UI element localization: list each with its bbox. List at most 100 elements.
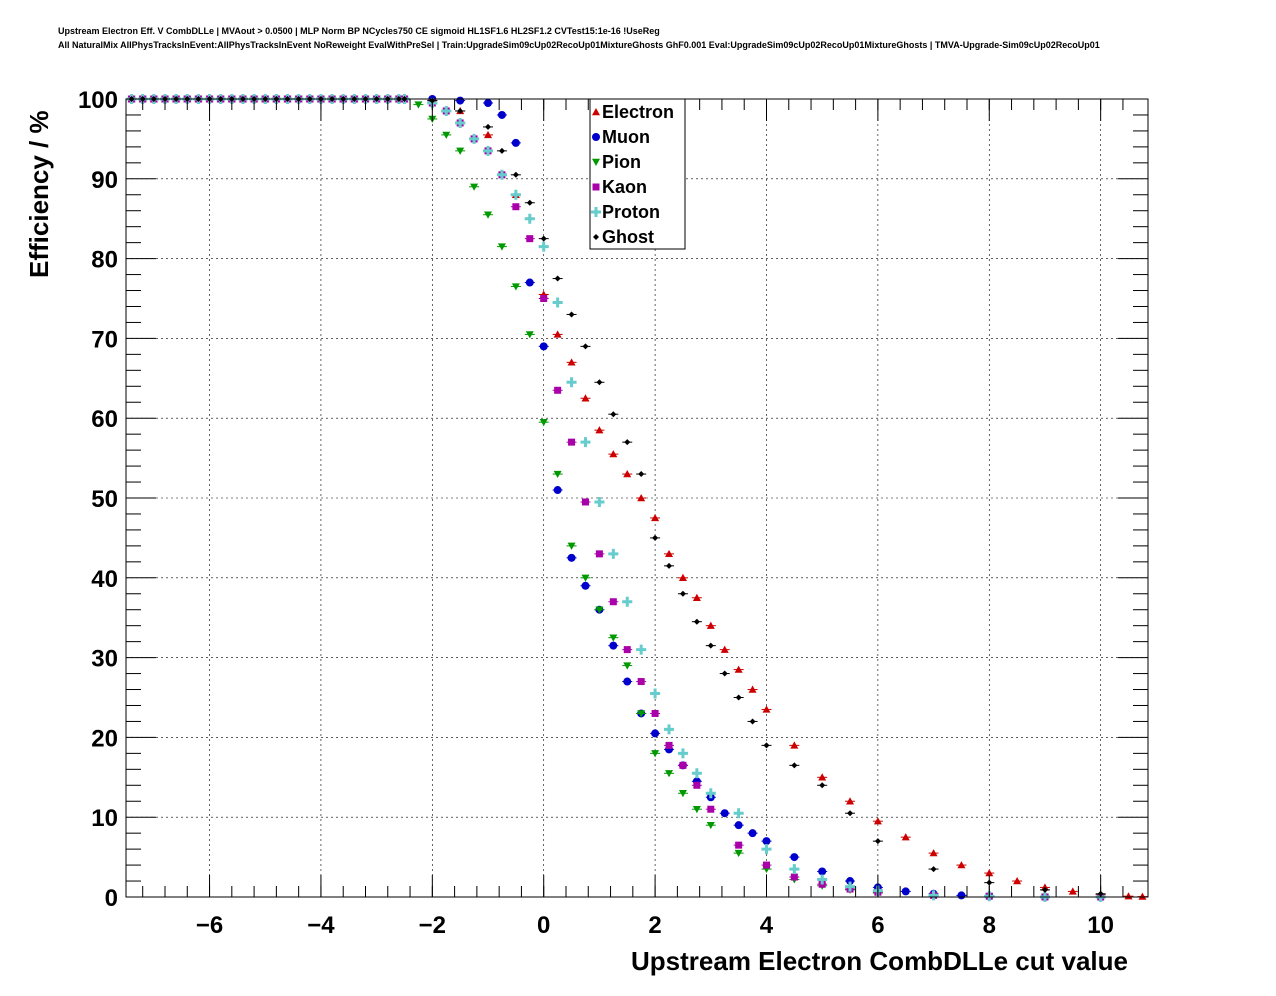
- data-point: [483, 145, 494, 156]
- data-point: [623, 646, 631, 654]
- x-tick-label: 4: [760, 912, 774, 939]
- data-point: [679, 761, 687, 769]
- legend-label: Electron: [602, 102, 674, 122]
- data-point: [818, 773, 827, 781]
- data-point: [567, 553, 576, 562]
- data-point: [665, 770, 674, 778]
- data-point: [1068, 887, 1077, 895]
- axis-ticks: [126, 98, 1148, 898]
- data-point: [818, 867, 827, 876]
- data-point: [691, 768, 702, 779]
- data-point: [469, 133, 480, 144]
- data-point: [497, 243, 506, 251]
- data-point: [693, 781, 701, 789]
- legend-entry-pion: Pion: [592, 152, 641, 172]
- data-point: [847, 810, 854, 817]
- legend-entry-proton: Proton: [591, 202, 660, 222]
- data-point: [594, 496, 605, 507]
- data-point: [510, 189, 521, 200]
- data-point: [930, 866, 937, 873]
- legend-entry-kaon: Kaon: [592, 177, 647, 197]
- x-tick-label: 6: [871, 912, 884, 939]
- data-point: [651, 750, 660, 758]
- data-point: [901, 833, 910, 841]
- chart-title-line-2: All NaturalMix AllPhysTracksInEvent:AllP…: [58, 40, 1100, 50]
- data-point: [693, 618, 700, 625]
- data-point: [623, 677, 632, 686]
- data-point: [762, 861, 770, 869]
- y-tick-label: 90: [91, 167, 118, 194]
- data-point: [665, 741, 673, 749]
- data-point: [762, 837, 771, 846]
- data-point: [720, 645, 729, 653]
- data-point: [652, 534, 659, 541]
- legend-marker: [592, 158, 600, 166]
- data-point: [553, 486, 562, 495]
- legend-entry-ghost: Ghost: [593, 227, 654, 247]
- data-point: [748, 829, 757, 838]
- data-point: [651, 709, 659, 717]
- data-point: [929, 849, 938, 857]
- data-point: [526, 235, 534, 243]
- data-point: [539, 418, 548, 427]
- y-tick-label: 0: [105, 885, 118, 912]
- data-point: [651, 729, 660, 738]
- data-point: [554, 386, 562, 394]
- x-tick-label: −2: [419, 912, 446, 939]
- data-point: [610, 411, 617, 418]
- data-point: [456, 96, 465, 105]
- data-point: [735, 694, 742, 701]
- legend-entry-electron: Electron: [592, 102, 674, 122]
- legend-marker: [593, 234, 599, 240]
- data-point: [623, 662, 632, 670]
- data-point: [497, 110, 506, 119]
- data-point: [957, 861, 966, 869]
- y-axis-label: Efficiency / %: [24, 110, 54, 278]
- data-point: [762, 705, 771, 713]
- data-point: [512, 203, 520, 211]
- data-point: [581, 581, 590, 590]
- data-point: [636, 644, 647, 655]
- data-point: [595, 550, 603, 558]
- data-point: [1124, 892, 1133, 900]
- data-point: [735, 841, 743, 849]
- data-point: [846, 877, 855, 886]
- data-point: [789, 864, 800, 875]
- data-point: [511, 138, 520, 147]
- data-point: [595, 606, 604, 614]
- data-point: [567, 542, 576, 550]
- data-point: [554, 275, 561, 282]
- data-point: [705, 788, 716, 799]
- data-point: [637, 710, 646, 718]
- data-point: [733, 808, 744, 819]
- data-point: [692, 806, 701, 814]
- data-point: [666, 562, 673, 569]
- data-point: [470, 183, 479, 191]
- data-point: [485, 123, 492, 130]
- data-point: [457, 107, 464, 114]
- data-point: [524, 213, 535, 224]
- data-point: [845, 881, 856, 892]
- data-point: [496, 169, 507, 180]
- x-tick-label: −4: [307, 912, 335, 939]
- data-point: [846, 797, 855, 805]
- data-point: [566, 377, 577, 388]
- data-point: [679, 590, 686, 597]
- data-point: [677, 748, 688, 759]
- data-point: [734, 821, 743, 830]
- legend: Electron Muon Pion Kaon Proton Ghost: [589, 98, 686, 250]
- data-point: [1041, 886, 1048, 893]
- data-point: [414, 101, 423, 109]
- data-point: [928, 890, 939, 901]
- data-point: [678, 573, 687, 581]
- legend-label: Ghost: [602, 227, 654, 247]
- data-point: [581, 574, 590, 582]
- legend-label: Proton: [602, 202, 660, 222]
- data-point: [609, 598, 617, 606]
- data-point: [581, 498, 589, 506]
- y-tick-label: 50: [91, 486, 118, 513]
- x-tick-label: 0: [537, 912, 550, 939]
- legend-marker: [592, 108, 600, 116]
- data-point: [526, 199, 533, 206]
